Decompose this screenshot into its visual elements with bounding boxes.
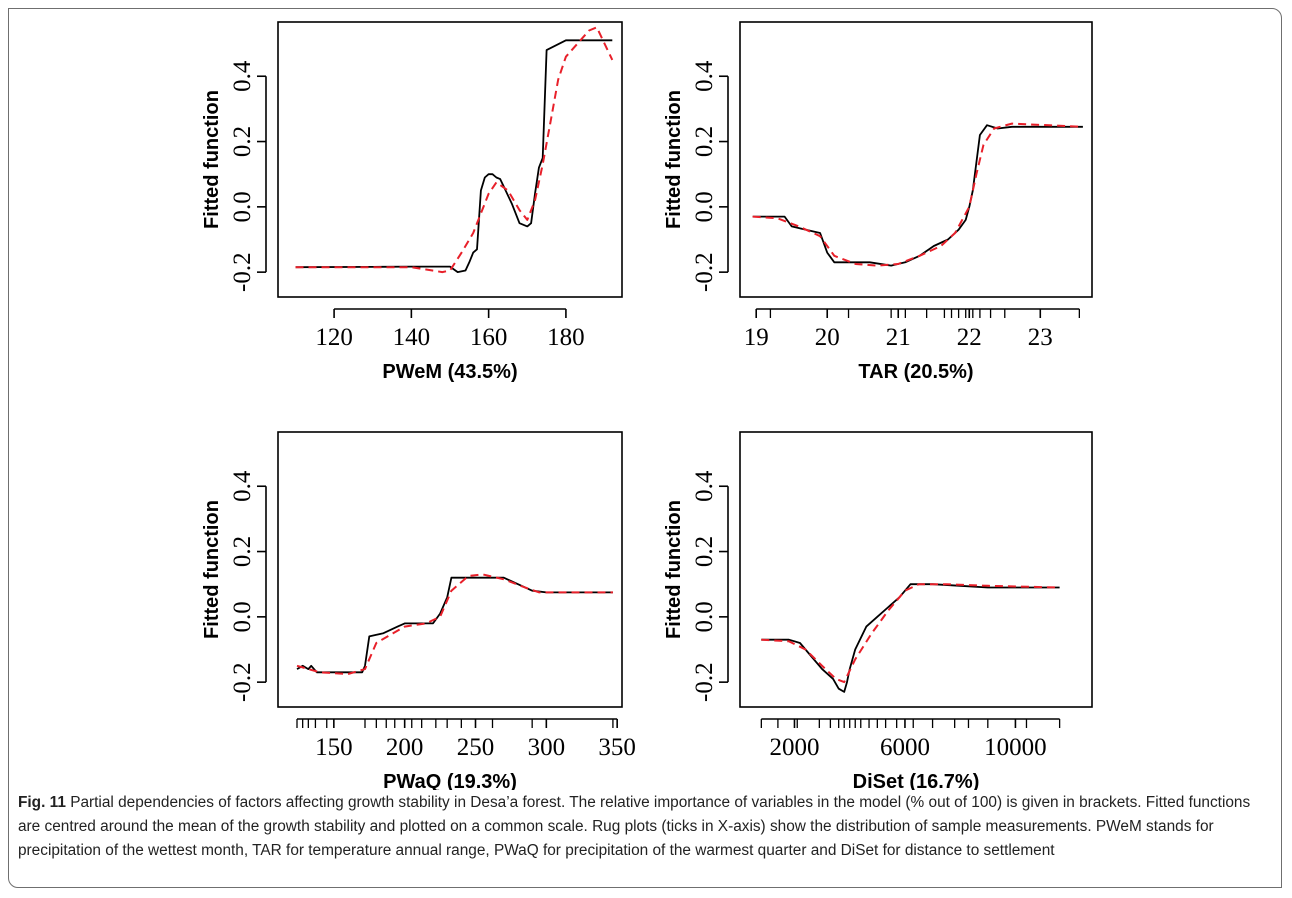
y-tick-label: 0.0 bbox=[691, 601, 718, 632]
x-tick-label: 160 bbox=[470, 324, 508, 351]
y-tick-label: 0.4 bbox=[229, 60, 256, 92]
smoothed-line-tar-20-5 bbox=[752, 122, 1083, 267]
y-tick-label: 0.2 bbox=[691, 536, 718, 567]
x-tick-label: 10000 bbox=[984, 734, 1047, 761]
x-tick-label: 20 bbox=[815, 324, 840, 351]
caption-text: Partial dependencies of factors affectin… bbox=[18, 794, 1251, 859]
y-tick-label: 0.2 bbox=[229, 126, 256, 157]
plot-box bbox=[739, 21, 1093, 298]
y-tick-label: 0.0 bbox=[229, 601, 256, 632]
fitted-line-pwem-43-5 bbox=[295, 39, 613, 274]
caption-label: Fig. 11 bbox=[18, 794, 66, 811]
smoothed-line-pwem-43-5 bbox=[295, 26, 614, 274]
x-tick-label: 150 bbox=[315, 734, 353, 761]
y-tick-label: 0.0 bbox=[691, 191, 718, 222]
x-tick-label: 180 bbox=[547, 324, 585, 351]
x-tick-label: 250 bbox=[457, 734, 495, 761]
panel-diset: -0.2 0.0 0.2 0.4 Fitted function 2000 6000 1000… bbox=[663, 431, 1093, 790]
figure-panels: -0.2 0.0 0.2 0.4 Fitted function 120 140 160 180… bbox=[201, 21, 1093, 790]
y-tick-label: -0.2 bbox=[691, 662, 718, 702]
y-axis-label: Fitted function bbox=[201, 90, 223, 229]
x-tick-label: 23 bbox=[1028, 324, 1053, 351]
y-tick-label: 0.4 bbox=[691, 60, 718, 92]
fitted-line-diset-16-7 bbox=[761, 583, 1060, 693]
x-tick-label: 200 bbox=[386, 734, 424, 761]
x-axis-label: DiSet (16.7%) bbox=[853, 771, 980, 790]
y-tick-label: 0.4 bbox=[229, 470, 256, 502]
x-tick-label: 350 bbox=[598, 734, 636, 761]
fitted-line-tar-20-5 bbox=[752, 124, 1083, 267]
smoothed-line-diset-16-7 bbox=[761, 583, 1060, 684]
x-tick-label: 2000 bbox=[769, 734, 819, 761]
y-axis-label: Fitted function bbox=[663, 500, 685, 639]
figure-frame bbox=[8, 8, 1282, 888]
smoothed-line-pwaq-19-3 bbox=[296, 573, 613, 675]
x-tick-label: 300 bbox=[528, 734, 566, 761]
panel-pwaq: -0.2 0.0 0.2 0.4 Fitted function 150 200 250 300… bbox=[201, 431, 636, 790]
panel-tar: -0.2 0.0 0.2 0.4 Fitted function 19 20 21 22 23 TA… bbox=[663, 21, 1093, 383]
x-tick-label: 22 bbox=[957, 324, 982, 351]
x-tick-label: 140 bbox=[393, 324, 431, 351]
y-tick-label: -0.2 bbox=[229, 662, 256, 702]
y-tick-label: 0.4 bbox=[691, 470, 718, 502]
figure-caption: Fig. 11 Partial dependencies of factors … bbox=[18, 791, 1274, 863]
plot-box bbox=[277, 431, 623, 708]
panel-pwem: -0.2 0.0 0.2 0.4 Fitted function 120 140 160 180… bbox=[201, 21, 623, 383]
y-tick-label: 0.2 bbox=[691, 126, 718, 157]
y-tick-label: -0.2 bbox=[691, 252, 718, 292]
x-tick-label: 19 bbox=[744, 324, 769, 351]
y-tick-label: 0.0 bbox=[229, 191, 256, 222]
y-tick-label: 0.2 bbox=[229, 536, 256, 567]
x-tick-label: 6000 bbox=[880, 734, 930, 761]
y-axis-label: Fitted function bbox=[201, 500, 223, 639]
x-axis-label: TAR (20.5%) bbox=[858, 361, 973, 383]
x-tick-label: 21 bbox=[886, 324, 911, 351]
x-axis-label: PWeM (43.5%) bbox=[382, 361, 517, 383]
y-tick-label: -0.2 bbox=[229, 252, 256, 292]
x-axis-label: PWaQ (19.3%) bbox=[383, 771, 517, 790]
plot-box bbox=[277, 21, 623, 298]
x-tick-label: 120 bbox=[315, 324, 353, 351]
y-axis-label: Fitted function bbox=[663, 90, 685, 229]
plot-box bbox=[739, 431, 1093, 708]
